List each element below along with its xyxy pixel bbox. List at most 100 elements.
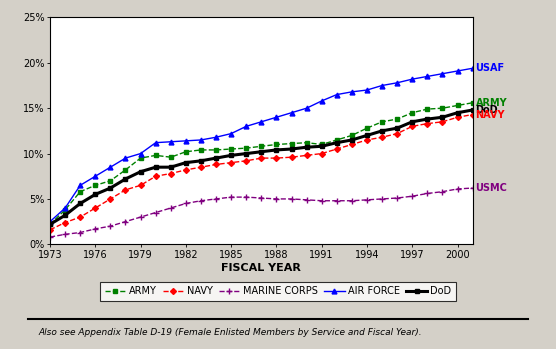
ARMY: [273, 142, 280, 147]
ARMY: [469, 101, 476, 105]
Line: MARINE CORPS: MARINE CORPS: [47, 185, 475, 240]
MARINE CORPS: [77, 230, 83, 235]
MARINE CORPS: [107, 224, 114, 228]
NAVY: [228, 161, 235, 165]
DoD: [334, 141, 340, 145]
NAVY: [243, 159, 250, 163]
Text: USMC: USMC: [475, 183, 508, 193]
ARMY: [107, 179, 114, 183]
ARMY: [454, 103, 461, 107]
MARINE CORPS: [319, 199, 325, 203]
NAVY: [213, 162, 220, 166]
DoD: [122, 177, 129, 181]
ARMY: [334, 138, 340, 142]
NAVY: [258, 156, 265, 160]
ARMY: [167, 155, 174, 159]
Line: NAVY: NAVY: [48, 112, 475, 232]
Legend: ARMY, NAVY, MARINE CORPS, AIR FORCE, DoD: ARMY, NAVY, MARINE CORPS, AIR FORCE, DoD: [100, 282, 456, 301]
Text: DoD: DoD: [475, 105, 498, 115]
NAVY: [182, 168, 189, 172]
ARMY: [303, 141, 310, 145]
MARINE CORPS: [137, 215, 144, 219]
ARMY: [364, 126, 370, 130]
DoD: [137, 170, 144, 174]
DoD: [288, 147, 295, 151]
AIR FORCE: [228, 132, 235, 136]
DoD: [152, 165, 159, 169]
ARMY: [319, 142, 325, 147]
AIR FORCE: [182, 139, 189, 143]
MARINE CORPS: [288, 197, 295, 201]
NAVY: [107, 197, 114, 201]
DoD: [92, 192, 98, 196]
MARINE CORPS: [213, 197, 220, 201]
ARMY: [228, 147, 235, 151]
NAVY: [47, 228, 53, 232]
AIR FORCE: [349, 90, 355, 94]
AIR FORCE: [409, 77, 415, 81]
AIR FORCE: [47, 220, 53, 224]
NAVY: [439, 120, 446, 124]
MARINE CORPS: [364, 198, 370, 202]
NAVY: [122, 188, 129, 192]
DoD: [349, 138, 355, 142]
DoD: [213, 156, 220, 160]
MARINE CORPS: [379, 197, 385, 201]
MARINE CORPS: [167, 206, 174, 210]
MARINE CORPS: [454, 187, 461, 191]
Line: DoD: DoD: [48, 107, 475, 227]
NAVY: [424, 121, 431, 126]
ARMY: [349, 133, 355, 138]
AIR FORCE: [92, 174, 98, 178]
MARINE CORPS: [182, 201, 189, 206]
NAVY: [62, 221, 68, 225]
NAVY: [167, 171, 174, 176]
DoD: [379, 129, 385, 133]
ARMY: [92, 183, 98, 187]
MARINE CORPS: [47, 235, 53, 239]
NAVY: [454, 115, 461, 119]
AIR FORCE: [213, 135, 220, 139]
Line: ARMY: ARMY: [48, 100, 475, 227]
MARINE CORPS: [258, 196, 265, 200]
DoD: [273, 148, 280, 152]
DoD: [62, 213, 68, 217]
DoD: [167, 165, 174, 169]
MARINE CORPS: [349, 199, 355, 203]
ARMY: [288, 141, 295, 146]
AIR FORCE: [258, 120, 265, 124]
MARINE CORPS: [303, 198, 310, 202]
AIR FORCE: [197, 138, 204, 142]
DoD: [107, 186, 114, 190]
DoD: [409, 120, 415, 124]
MARINE CORPS: [409, 194, 415, 198]
ARMY: [62, 208, 68, 212]
AIR FORCE: [424, 74, 431, 79]
ARMY: [137, 156, 144, 160]
NAVY: [379, 135, 385, 139]
NAVY: [319, 151, 325, 156]
ARMY: [258, 144, 265, 148]
NAVY: [273, 156, 280, 160]
Text: NAVY: NAVY: [475, 110, 505, 120]
MARINE CORPS: [92, 227, 98, 231]
ARMY: [394, 117, 400, 121]
AIR FORCE: [439, 72, 446, 76]
ARMY: [439, 106, 446, 110]
Line: AIR FORCE: AIR FORCE: [48, 66, 475, 224]
DoD: [469, 108, 476, 112]
X-axis label: FISCAL YEAR: FISCAL YEAR: [221, 263, 301, 273]
ARMY: [122, 168, 129, 172]
DoD: [243, 151, 250, 156]
AIR FORCE: [288, 111, 295, 115]
AIR FORCE: [77, 183, 83, 187]
MARINE CORPS: [228, 195, 235, 199]
MARINE CORPS: [197, 199, 204, 203]
ARMY: [77, 190, 83, 194]
AIR FORCE: [303, 106, 310, 110]
AIR FORCE: [334, 92, 340, 97]
AIR FORCE: [319, 99, 325, 103]
DoD: [182, 161, 189, 165]
MARINE CORPS: [439, 190, 446, 194]
AIR FORCE: [394, 81, 400, 85]
